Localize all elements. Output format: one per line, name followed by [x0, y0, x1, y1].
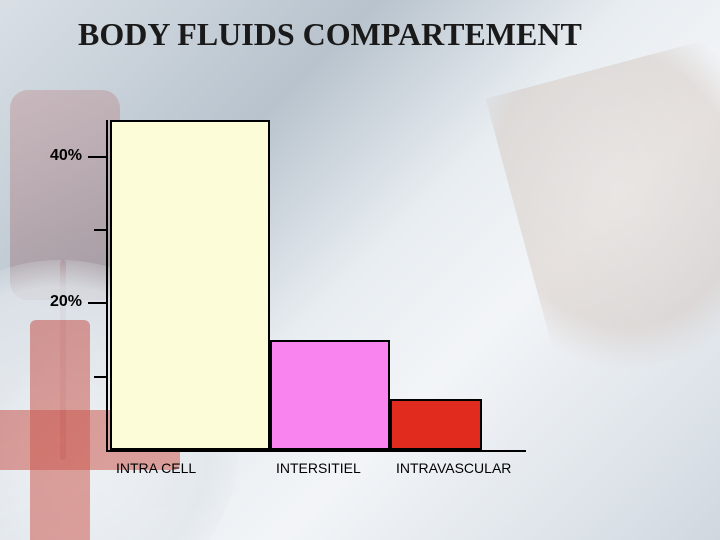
- x-category-label: INTERSITIEL: [276, 460, 361, 476]
- y-tick-minor: [94, 229, 106, 231]
- y-tick-minor: [94, 376, 106, 378]
- y-axis: [106, 120, 108, 450]
- y-tick-label: 20%: [32, 293, 82, 311]
- y-tick-label: 40%: [32, 147, 82, 165]
- bar-chart: 40%20%INTRA CELLINTERSITIELINTRAVASCULAR: [106, 120, 526, 450]
- y-tick-major: [88, 302, 106, 304]
- x-category-label: INTRAVASCULAR: [396, 460, 511, 476]
- y-tick-major: [88, 156, 106, 158]
- bar-2: [390, 399, 482, 450]
- bar-0: [110, 120, 270, 450]
- slide-title: BODY FLUIDS COMPARTEMENT: [78, 16, 582, 53]
- x-axis: [106, 450, 526, 452]
- slide-root: BODY FLUIDS COMPARTEMENT 40%20%INTRA CEL…: [0, 0, 720, 540]
- bar-1: [270, 340, 390, 450]
- x-category-label: INTRA CELL: [116, 460, 196, 476]
